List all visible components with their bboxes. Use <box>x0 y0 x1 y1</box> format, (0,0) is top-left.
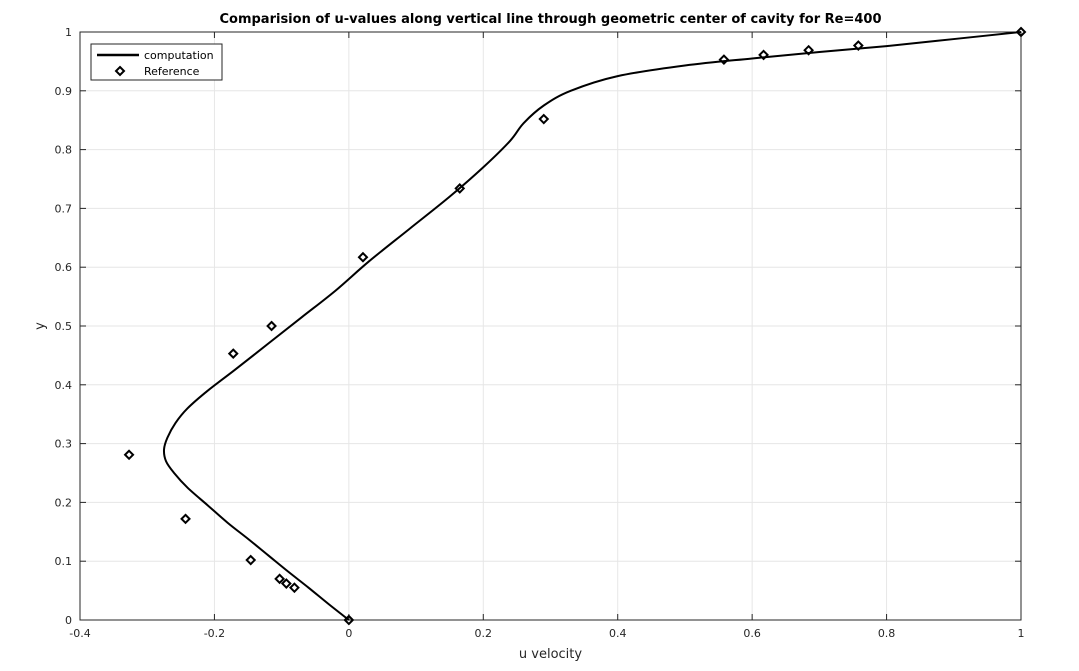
legend-label-reference: Reference <box>144 65 200 78</box>
x-tick-label: -0.2 <box>204 627 225 640</box>
y-tick-label: 0.4 <box>55 379 73 392</box>
x-tick-label: -0.4 <box>69 627 90 640</box>
reference-point <box>1015 26 1027 38</box>
reference-point <box>538 113 550 125</box>
x-tick-label: 0.6 <box>743 627 761 640</box>
y-tick-label: 0 <box>65 614 72 627</box>
reference-point <box>288 582 300 594</box>
x-tick-label: 0.4 <box>609 627 627 640</box>
reference-point <box>803 44 815 56</box>
y-tick-label: 0.3 <box>55 438 73 451</box>
reference-point <box>280 578 292 589</box>
reference-point <box>357 251 369 263</box>
series-computation-line <box>162 31 1022 621</box>
y-tick-label: 0.5 <box>55 320 73 333</box>
y-tick-labels: 0 0.1 0.2 0.3 0.4 0.5 0.6 0.7 0.8 0.9 1 <box>55 26 73 627</box>
y-tick-label: 0.2 <box>55 496 73 509</box>
y-tick-label: 0.8 <box>55 144 73 157</box>
y-tick-label: 1 <box>65 26 72 39</box>
y-tick-label: 0.9 <box>55 85 73 98</box>
y-tick-label: 0.1 <box>55 555 73 568</box>
y-tick-label: 0.7 <box>55 202 73 215</box>
grid <box>79 31 1022 621</box>
reference-point <box>758 49 769 61</box>
reference-point <box>274 573 286 585</box>
legend-reference-marker <box>114 65 126 77</box>
legend: computation Reference <box>90 43 223 81</box>
legend-label-computation: computation <box>144 49 214 62</box>
x-tick-label: 0.8 <box>878 627 896 640</box>
reference-point <box>852 40 864 51</box>
x-axis-label: u velocity <box>519 647 582 662</box>
x-tick-label: 0.2 <box>475 627 493 640</box>
reference-point <box>454 182 466 194</box>
plot-area <box>123 26 1027 626</box>
chart-title: Comparision of u-values along vertical l… <box>219 12 881 27</box>
reference-point <box>180 513 191 525</box>
x-tick-labels: -0.4 -0.2 0 0.2 0.4 0.6 0.8 1 <box>69 627 1024 640</box>
y-tick-label: 0.6 <box>55 261 73 274</box>
legend-box <box>90 43 223 81</box>
y-axis-label: y <box>33 322 48 330</box>
reference-point <box>718 54 730 66</box>
reference-point <box>245 554 257 566</box>
reference-point <box>266 320 277 332</box>
x-tick-label: 0 <box>345 627 352 640</box>
x-tick-label: 1 <box>1018 627 1025 640</box>
reference-point <box>227 348 239 360</box>
reference-point <box>343 614 355 626</box>
reference-point <box>123 449 135 461</box>
